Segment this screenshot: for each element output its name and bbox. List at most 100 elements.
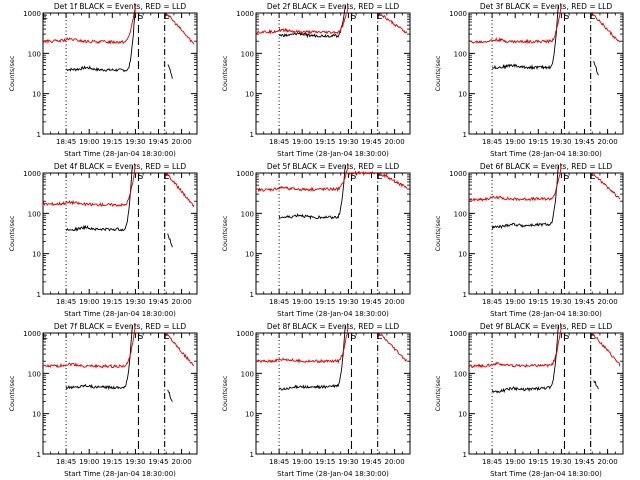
x-tick-label: 19:30 <box>551 458 571 466</box>
x-tick-label: 18:45 <box>482 298 502 306</box>
x-tick-label: 20:00 <box>385 138 405 146</box>
x-tick-label: 19:45 <box>361 138 381 146</box>
events-series-line <box>491 325 559 394</box>
chart-title: Det 3f BLACK = Events, RED = LLD <box>480 2 613 11</box>
lld-series-line <box>42 323 136 370</box>
chart-title: Det 7f BLACK = Events, RED = LLD <box>54 322 187 331</box>
chart-title: Det 9f BLACK = Events, RED = LLD <box>480 322 613 331</box>
x-axis-label: Start Time (28-Jan-04 18:30:00) <box>490 150 602 158</box>
lld-series-line <box>469 325 562 369</box>
lld-series-line <box>468 5 562 45</box>
events-series-line <box>593 60 599 76</box>
x-tick-label: 20:00 <box>172 298 192 306</box>
y-tick-label: 100 <box>28 370 41 378</box>
x-tick-label: 19:15 <box>315 458 335 466</box>
y-tick-label: 10 <box>245 411 254 419</box>
chart-svg: Det 9f BLACK = Events, RED = LLD Start Ti… <box>434 322 624 478</box>
lld-series-line <box>42 164 136 208</box>
y-tick-label: 1000 <box>449 170 467 178</box>
lld-series-line <box>591 171 621 200</box>
event-marker-label: E <box>377 332 383 342</box>
x-axis-label: Start Time (28-Jan-04 18:30:00) <box>64 470 176 478</box>
x-tick-label: 19:00 <box>505 298 525 306</box>
events-series-line <box>491 5 559 71</box>
x-tick-label: 19:15 <box>102 298 122 306</box>
chart-panel: Det 1f BLACK = Events, RED = LLD Start Ti… <box>0 0 213 160</box>
y-axis-label: Counts/sec <box>434 375 442 411</box>
event-marker-label: E <box>164 12 170 22</box>
chart-title: Det 2f BLACK = Events, RED = LLD <box>267 2 400 11</box>
y-tick-label: 1000 <box>23 10 41 18</box>
x-tick-label: 19:15 <box>528 138 548 146</box>
events-series-line <box>65 3 136 73</box>
events-series-line <box>65 165 133 232</box>
event-marker-label: E <box>164 172 170 182</box>
x-tick-label: 20:00 <box>598 298 618 306</box>
y-tick-label: 1000 <box>449 10 467 18</box>
x-tick-label: 19:15 <box>102 458 122 466</box>
y-tick-label: 100 <box>454 210 467 218</box>
y-axis-label: Counts/sec <box>8 375 16 411</box>
y-tick-label: 10 <box>458 251 467 259</box>
event-marker-label: E <box>42 332 48 342</box>
event-marker-label: S <box>351 12 357 22</box>
event-marker-label: E <box>590 172 596 182</box>
chart-panel: Det 4f BLACK = Events, RED = LLD Start Ti… <box>0 160 213 320</box>
x-tick-label: 20:00 <box>172 138 192 146</box>
x-tick-label: 19:30 <box>551 298 571 306</box>
x-tick-label: 19:15 <box>528 298 548 306</box>
x-tick-label: 19:30 <box>338 458 358 466</box>
events-series-line <box>65 325 133 391</box>
chart-panel: Det 5f BLACK = Events, RED = LLD Start Ti… <box>213 160 426 320</box>
x-axis-label: Start Time (28-Jan-04 18:30:00) <box>277 310 389 318</box>
y-tick-label: 10 <box>458 411 467 419</box>
event-marker-label: E <box>377 172 383 182</box>
x-tick-label: 19:00 <box>79 458 99 466</box>
x-tick-label: 19:45 <box>148 138 168 146</box>
x-tick-label: 19:45 <box>361 298 381 306</box>
chart-panel: Det 2f BLACK = Events, RED = LLD Start Ti… <box>213 0 426 160</box>
lld-series-line <box>591 11 621 43</box>
event-marker-label: E <box>42 12 48 22</box>
x-axis-label: Start Time (28-Jan-04 18:30:00) <box>490 470 602 478</box>
lld-series-line <box>378 171 408 190</box>
x-tick-label: 19:30 <box>125 458 145 466</box>
x-tick-label: 19:30 <box>338 138 358 146</box>
y-tick-label: 1000 <box>23 330 41 338</box>
x-tick-label: 19:45 <box>574 138 594 146</box>
y-tick-label: 1 <box>463 291 467 299</box>
x-tick-label: 19:30 <box>338 298 358 306</box>
lld-series-line <box>347 170 375 176</box>
lld-series-line <box>255 325 349 364</box>
y-tick-label: 1 <box>463 131 467 139</box>
x-tick-label: 20:00 <box>385 298 405 306</box>
chart-panel: Det 7f BLACK = Events, RED = LLD Start Ti… <box>0 320 213 480</box>
x-tick-label: 19:15 <box>528 458 548 466</box>
x-tick-label: 19:00 <box>505 458 525 466</box>
x-tick-label: 18:45 <box>269 138 289 146</box>
lld-series-line <box>42 3 136 45</box>
lld-series-line <box>255 5 349 35</box>
y-tick-label: 1 <box>37 291 41 299</box>
x-tick-label: 18:45 <box>482 458 502 466</box>
y-tick-label: 100 <box>28 210 41 218</box>
y-axis-label: Counts/sec <box>221 55 229 91</box>
y-tick-label: 10 <box>458 91 467 99</box>
y-tick-label: 1 <box>250 291 254 299</box>
y-axis-label: Counts/sec <box>434 215 442 251</box>
events-series-line <box>167 389 173 402</box>
events-series-line <box>593 380 599 390</box>
events-series-line <box>278 325 346 391</box>
chart-title: Det 6f BLACK = Events, RED = LLD <box>480 162 613 171</box>
x-axis-label: Start Time (28-Jan-04 18:30:00) <box>64 310 176 318</box>
x-tick-label: 19:15 <box>315 298 335 306</box>
lld-series-line <box>378 332 408 362</box>
chart-svg: Det 2f BLACK = Events, RED = LLD Start Ti… <box>221 2 411 158</box>
event-marker-label: S <box>138 332 144 342</box>
lld-series-line <box>165 332 195 367</box>
x-tick-label: 18:45 <box>482 138 502 146</box>
y-tick-label: 1 <box>37 131 41 139</box>
event-marker-label: S <box>138 172 144 182</box>
event-marker-label: E <box>164 332 170 342</box>
chart-svg: Det 1f BLACK = Events, RED = LLD Start Ti… <box>8 2 198 158</box>
